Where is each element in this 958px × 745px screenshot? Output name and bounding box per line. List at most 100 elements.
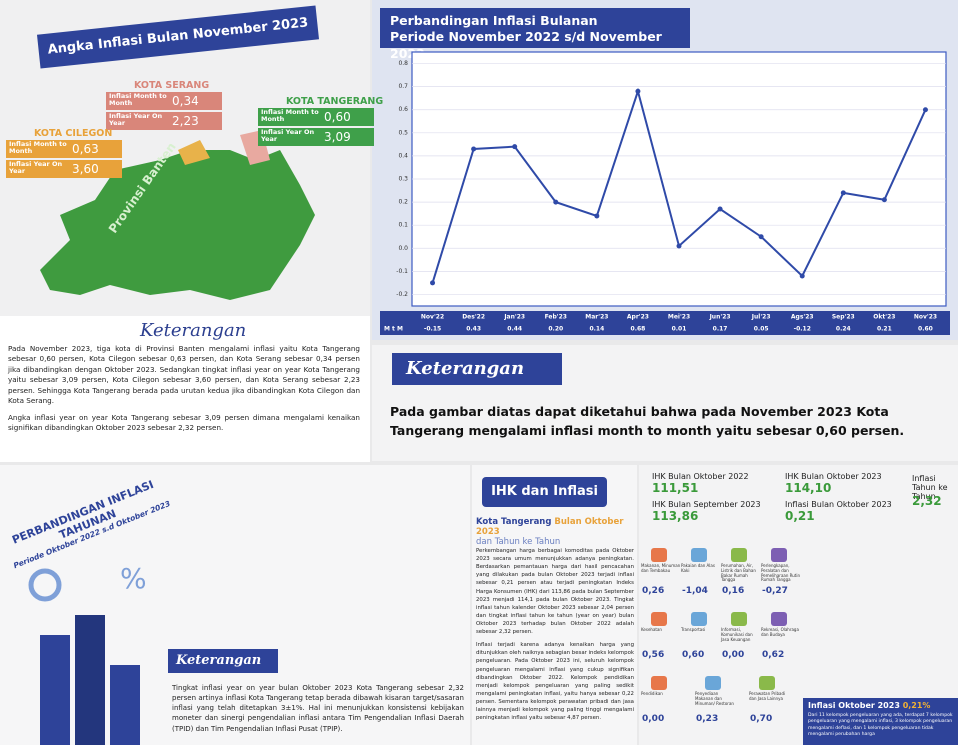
data-label: -0.12 [794, 326, 811, 333]
stat-value: 111,51 [652, 481, 699, 495]
map: Provinsi Banten [40, 130, 315, 300]
yoy-panel: PERBANDINGAN INFLASI TAHUNAN Periode Okt… [0, 465, 470, 745]
city-row: Inflasi Month to Month 0,63 [6, 140, 122, 158]
y-tick-label: 0.8 [398, 60, 408, 67]
city-shape [178, 140, 210, 165]
group-label: Perumahan, Air, Listrik dan Bahan Bakar … [721, 563, 756, 583]
city-row: Inflasi Year On Year 3,09 [258, 128, 374, 146]
x-tick-label: Nov'23 [914, 314, 937, 321]
data-point [676, 243, 682, 249]
subtitle-part: dan Tahun ke Tahun [476, 537, 561, 547]
note-text: Pada gambar diatas dapat diketahui bahwa… [390, 404, 905, 438]
row-value: 0,60 [324, 110, 351, 124]
row-label: Inflasi Month to Month [109, 92, 167, 108]
y-tick-label: -0.1 [396, 268, 408, 275]
group-value: 0,00 [722, 650, 745, 660]
row-label: Inflasi Year On Year [261, 128, 315, 144]
group-value: 0,56 [642, 650, 665, 660]
group-value: -0,27 [762, 586, 788, 596]
group-label: Rekreasi, Olahraga dan Budaya [761, 627, 799, 637]
data-point [881, 197, 887, 203]
ihk-subtitle: Kota Tangerang Bulan Oktober 2023 dan Ta… [476, 517, 636, 547]
group-icon [651, 612, 667, 626]
svg-text:%: % [120, 562, 147, 595]
group-value: -1,04 [682, 586, 708, 596]
data-point [717, 206, 723, 212]
group-icon [759, 676, 775, 690]
city-name: KOTA CILEGON [34, 128, 113, 139]
y-tick-label: 0.1 [398, 222, 408, 229]
subtitle-part: Kota Tangerang [476, 517, 552, 527]
row-label: Inflasi Year On Year [109, 112, 163, 128]
y-tick-label: 0.0 [398, 245, 408, 252]
y-tick-label: 0.6 [398, 106, 408, 113]
group-value: 0,23 [696, 714, 719, 724]
row-label: Inflasi Year On Year [9, 160, 63, 176]
data-point [430, 280, 436, 286]
right-note: Keterangan Pada gambar diatas dapat dike… [372, 345, 958, 461]
stat-value: 114,10 [785, 481, 832, 495]
note-title: Keterangan [392, 353, 562, 385]
x-tick-label: Des'22 [462, 314, 485, 321]
group-icon [771, 548, 787, 562]
data-label: 0.43 [466, 326, 481, 333]
row-label: M t M [384, 326, 403, 333]
box-title: Inflasi Oktober 2023 [808, 701, 900, 710]
y-tick-label: 0.2 [398, 199, 408, 206]
stat-label: IHK Bulan September 2023 [652, 500, 761, 509]
data-label: 0.21 [877, 326, 892, 333]
data-point [799, 273, 805, 279]
note-text: Tingkat inflasi year on year bulan Oktob… [172, 684, 464, 733]
group-label: Perlengkapan, Peralatan dan Pemeliharaan… [761, 563, 800, 583]
stat-value: 113,86 [652, 509, 699, 523]
group-icon [651, 676, 667, 690]
x-axis-band [380, 311, 950, 335]
group-value: 0,16 [722, 586, 745, 596]
group-label: Transportasi [681, 627, 706, 632]
note-text: Pada November 2023, tiga kota di Provins… [8, 344, 360, 434]
data-point [512, 144, 518, 150]
ihk-title: IHK dan Inflasi [482, 477, 607, 507]
group-icon [651, 548, 667, 562]
group-label: Kesehatan [641, 627, 662, 632]
data-point [594, 213, 600, 219]
group-value: 0,60 [682, 650, 705, 660]
x-tick-label: Mar'23 [585, 314, 608, 321]
group-icon [731, 612, 747, 626]
city-row: Inflasi Month to Month 0,60 [258, 108, 374, 126]
data-point [635, 88, 641, 94]
x-tick-label: Ags'23 [791, 314, 814, 321]
data-label: 0.44 [507, 326, 522, 333]
data-label: 0.68 [631, 326, 646, 333]
stat-label: IHK Bulan Oktober 2022 [652, 472, 749, 481]
group-icon [771, 612, 787, 626]
city-name: KOTA SERANG [134, 80, 210, 91]
data-label: 0.20 [548, 326, 563, 333]
group-value: 0,00 [642, 714, 665, 724]
group-value: 0,70 [750, 714, 773, 724]
x-tick-label: Jun'23 [709, 314, 731, 321]
city-row: Inflasi Month to Month 0,34 [106, 92, 222, 110]
data-point [840, 190, 846, 196]
note-title: Keterangan [140, 320, 247, 341]
y-tick-label: -0.2 [396, 291, 408, 298]
group-label: Perawatan Pribadi dan Jasa Lainnya [749, 691, 786, 701]
group-icon [691, 612, 707, 626]
x-tick-label: Nov'22 [421, 314, 444, 321]
group-icon [691, 548, 707, 562]
x-tick-label: Apr'23 [627, 314, 649, 321]
map-panel: Angka Inflasi Bulan November 2023 Provin… [0, 0, 370, 462]
x-tick-label: Feb'23 [545, 314, 567, 321]
data-label: -0.15 [424, 326, 441, 333]
illustration: % [28, 562, 147, 745]
row-value: 2,23 [172, 114, 199, 128]
province-shape [40, 150, 315, 300]
paragraph: Angka inflasi year on year Kota Tangeran… [8, 412, 360, 433]
paragraph: Inflasi terjadi karena adanya kenaikan h… [476, 642, 634, 722]
y-tick-label: 0.4 [398, 152, 408, 159]
chart-title: Perbandingan Inflasi Bulanan [390, 13, 598, 28]
data-label: 0.05 [754, 326, 769, 333]
group-label: Penyediaan Makanan dan Minuman/ Restoran [695, 691, 734, 706]
x-tick-label: Okt'23 [873, 314, 895, 321]
